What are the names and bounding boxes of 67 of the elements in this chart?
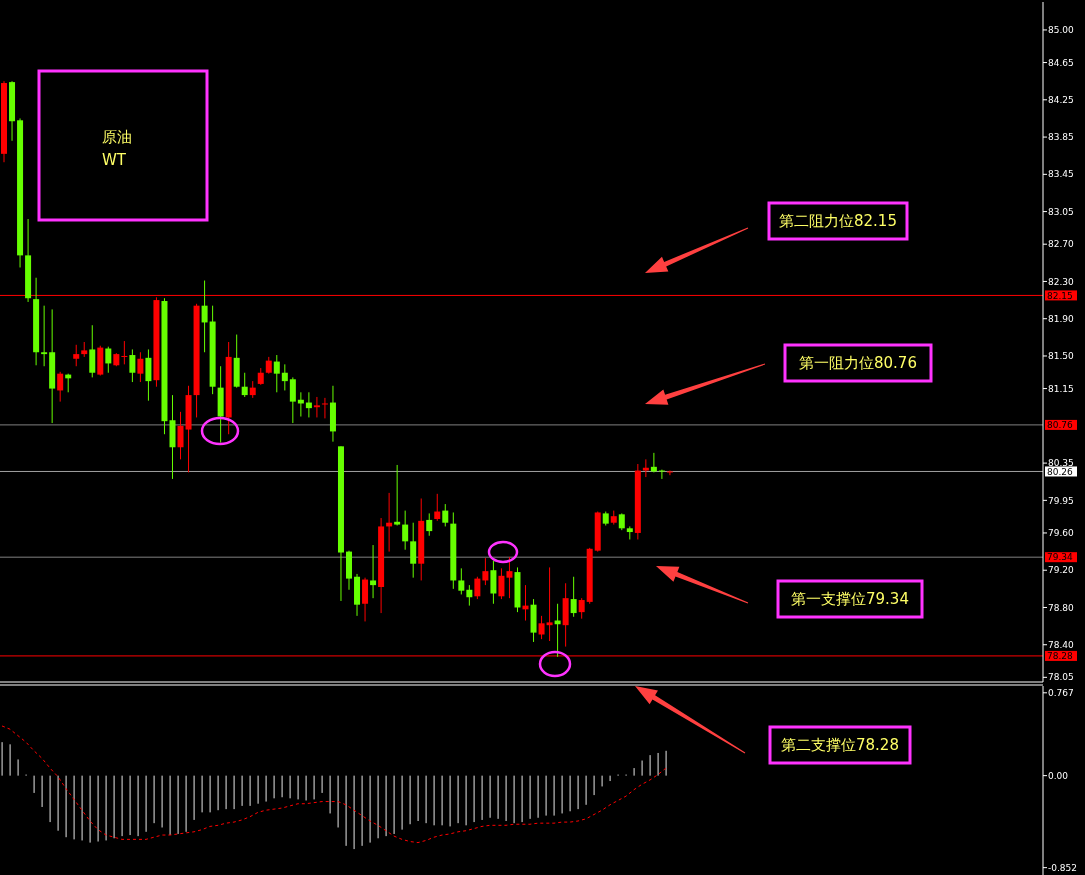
y-tick-label: 78.40 bbox=[1048, 639, 1075, 650]
candlestick bbox=[666, 470, 673, 476]
candlestick bbox=[458, 567, 465, 595]
candlestick bbox=[474, 576, 481, 600]
y-tick-label: 79.95 bbox=[1048, 495, 1074, 506]
candlestick bbox=[498, 567, 505, 600]
candlestick bbox=[570, 576, 577, 618]
annotation: 第二阻力位82.15 bbox=[779, 212, 897, 231]
y-tick-label: 84.65 bbox=[1048, 57, 1074, 68]
candlestick bbox=[394, 464, 401, 527]
y-tick-label: 80.35 bbox=[1048, 458, 1074, 469]
y-tick-label: 81.90 bbox=[1048, 313, 1075, 324]
candlestick bbox=[145, 348, 152, 402]
candlestick bbox=[177, 411, 184, 460]
ref-line-label: 82.15 bbox=[1047, 290, 1073, 301]
candlestick bbox=[105, 346, 112, 374]
candlestick bbox=[490, 560, 497, 605]
y-tick-label: 84.25 bbox=[1048, 94, 1074, 105]
candlestick bbox=[201, 280, 208, 353]
annotation: 第一阻力位80.76 bbox=[799, 354, 917, 373]
annotation: WT bbox=[102, 151, 127, 169]
candlestick bbox=[466, 584, 473, 607]
y-tick-label: 85.00 bbox=[1048, 25, 1075, 36]
candlestick bbox=[281, 363, 288, 391]
y-tick-label: 83.85 bbox=[1048, 132, 1074, 143]
candlestick bbox=[538, 615, 545, 640]
y-tick-label: 81.50 bbox=[1048, 351, 1075, 362]
candlestick bbox=[434, 493, 441, 522]
candlestick bbox=[442, 503, 449, 527]
candlestick bbox=[578, 597, 585, 620]
candlestick bbox=[73, 344, 80, 367]
text: 第二支撑位78.28 bbox=[781, 736, 899, 755]
y-tick-label: 0.767 bbox=[1048, 687, 1074, 698]
y-tick-label: 78.05 bbox=[1048, 672, 1074, 683]
y-tick-label: 83.05 bbox=[1048, 206, 1074, 217]
candlestick bbox=[658, 469, 665, 480]
candlestick bbox=[241, 372, 248, 398]
candlestick bbox=[426, 512, 433, 537]
y-tick-label: 81.15 bbox=[1048, 383, 1074, 394]
annotation: 第一支撑位79.34 bbox=[791, 590, 909, 609]
candlestick bbox=[321, 397, 328, 419]
candlestick bbox=[129, 348, 136, 383]
candlestick bbox=[289, 376, 296, 424]
candlestick bbox=[273, 354, 280, 393]
y-tick-label: 78.80 bbox=[1048, 602, 1075, 613]
candlestick bbox=[546, 566, 553, 642]
candlestick bbox=[89, 324, 96, 378]
candlestick bbox=[137, 351, 144, 383]
y-tick-label: 79.60 bbox=[1048, 528, 1075, 539]
y-tick-label: 0.00 bbox=[1048, 770, 1069, 781]
candlestick bbox=[506, 556, 513, 599]
line-series bbox=[1, 725, 667, 844]
candlestick bbox=[642, 458, 649, 478]
candlestick bbox=[482, 557, 489, 586]
y-tick-label: 82.70 bbox=[1048, 239, 1075, 250]
candlestick bbox=[41, 305, 48, 367]
candlestick bbox=[313, 396, 320, 418]
y-tick-label: 82.30 bbox=[1048, 276, 1075, 287]
y-tick-label: 79.20 bbox=[1048, 565, 1075, 576]
candlestick bbox=[410, 522, 417, 579]
annotation: 原油 bbox=[102, 128, 132, 146]
candlestick bbox=[402, 510, 409, 551]
y-tick-label: 83.45 bbox=[1048, 169, 1074, 180]
y-tick-label: -0.852 bbox=[1048, 862, 1078, 873]
candlestick bbox=[57, 371, 64, 403]
candlestick bbox=[121, 340, 128, 365]
candlestick bbox=[370, 544, 377, 599]
